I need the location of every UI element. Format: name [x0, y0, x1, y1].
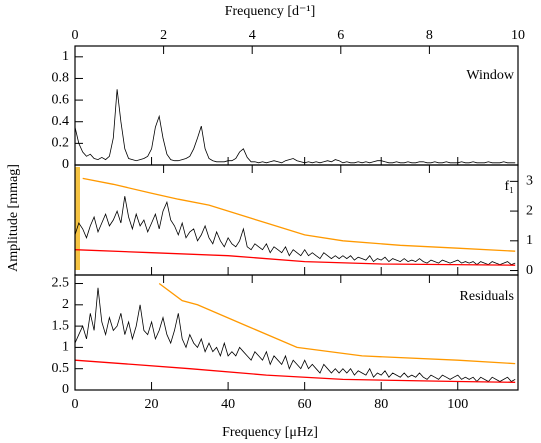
x-tick-label: 60 [298, 397, 312, 412]
panel-frame [74, 164, 519, 276]
y-tick-label: 0.4 [52, 114, 70, 129]
y-tick-label: 1.5 [52, 318, 70, 333]
panel-label: f₁ [504, 179, 514, 194]
y-tick-label: 3 [526, 174, 533, 189]
x-axis-title: Frequency [μHz] [222, 425, 318, 440]
x2-tick-label: 6 [337, 28, 344, 43]
spectrum-line [158, 282, 516, 365]
y-tick-label: 0 [62, 157, 69, 172]
x-tick-label: 0 [72, 397, 79, 412]
y-tick-label: 2 [62, 297, 69, 312]
spectrum-line [75, 359, 516, 383]
highlight-band [75, 167, 80, 270]
y-tick-label: 0 [526, 263, 533, 278]
x2-tick-label: 4 [249, 28, 256, 43]
y-tick-label: 2 [526, 203, 533, 218]
x-tick-label: 80 [374, 397, 388, 412]
x2-tick-label: 2 [160, 28, 167, 43]
y-tick-label: 2.5 [52, 276, 70, 291]
panel-label: Window [466, 68, 515, 83]
panel-frame [74, 274, 519, 391]
spectrum-line [75, 89, 516, 164]
spectrum-line [75, 249, 516, 266]
spectrum-line [75, 287, 516, 383]
x2-tick-label: 8 [426, 28, 433, 43]
y-tick-label: 0.5 [52, 361, 70, 376]
y-tick-label: 1 [526, 233, 533, 248]
y-tick-label: 0.8 [52, 71, 70, 86]
y-tick-label: 1 [62, 49, 69, 64]
panel-frame [74, 45, 519, 166]
panel-label: Residuals [460, 289, 514, 304]
spectrum-line [82, 177, 516, 252]
y-axis-title: Amplitude [mmag] [6, 164, 21, 272]
x-tick-label: 40 [221, 397, 235, 412]
x-tick-label: 100 [447, 397, 468, 412]
x2-tick-label: 0 [72, 28, 79, 43]
x-tick-label: 20 [145, 397, 159, 412]
spectrum-line [75, 196, 516, 266]
x2-tick-label: 10 [511, 28, 525, 43]
y-tick-label: 0.6 [52, 92, 70, 107]
y-tick-label: 0.2 [52, 136, 70, 151]
top-axis-title: Frequency [d⁻¹] [225, 4, 316, 19]
y-tick-label: 0 [62, 382, 69, 397]
y-tick-label: 1 [62, 340, 69, 355]
